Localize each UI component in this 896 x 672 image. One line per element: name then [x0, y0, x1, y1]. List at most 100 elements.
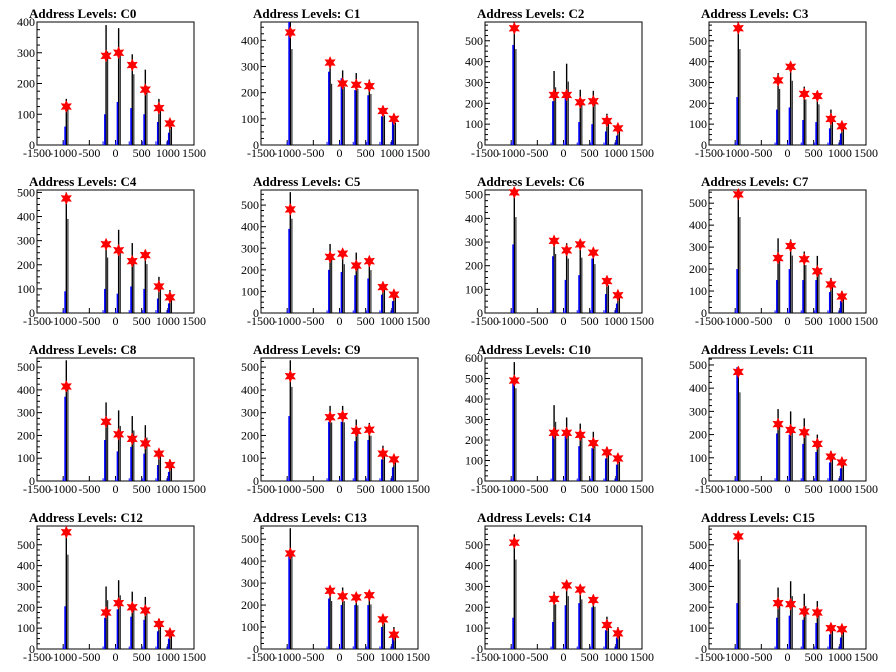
x-tick-label: 0 [785, 650, 791, 664]
x-tick-label: 500 [581, 650, 599, 664]
peak-marker [100, 605, 112, 620]
y-tick-label: 100 [17, 282, 35, 296]
peak-marker [324, 250, 336, 264]
x-tick-label: 1500 [854, 146, 878, 160]
peak-marker [811, 89, 824, 103]
peak-marker [825, 450, 837, 464]
histogram-panel: Address Levels: C20100200300400500-1500-… [465, 6, 654, 160]
y-tick-label: 100 [689, 621, 707, 635]
x-tick-label: 500 [357, 146, 375, 160]
x-tick-label: 1500 [854, 314, 878, 328]
panel-title: Address Levels: C11 [701, 342, 814, 357]
y-tick-label: 300 [465, 579, 483, 593]
panel-title: Address Levels: C5 [253, 174, 361, 189]
peak-marker [336, 409, 349, 423]
peak-marker [388, 112, 400, 126]
y-tick-label: 300 [17, 406, 35, 420]
peak-marker [612, 121, 624, 135]
panel-title: Address Levels: C4 [29, 174, 137, 189]
y-tick-label: 0 [701, 306, 707, 320]
peak-marker [60, 525, 73, 539]
peak-marker [324, 55, 336, 70]
x-tick-label: -500 [302, 650, 324, 664]
x-tick-label: -1500 [471, 146, 499, 160]
peak-marker [363, 254, 376, 268]
x-tick-label: 0 [113, 482, 119, 496]
y-tick-label: 0 [29, 642, 35, 656]
x-tick-label: 500 [133, 650, 151, 664]
x-tick-label: 1000 [604, 482, 628, 496]
peak-marker [836, 119, 848, 133]
x-tick-label: 1000 [380, 314, 404, 328]
x-tick-label: 500 [805, 314, 823, 328]
x-tick-label: 1000 [380, 650, 404, 664]
y-tick-label: 500 [689, 34, 707, 48]
x-tick-label: 1500 [182, 146, 206, 160]
y-tick-label: 300 [17, 46, 35, 60]
peak-marker [284, 546, 297, 561]
peak-marker [732, 529, 745, 544]
y-tick-label: 200 [241, 263, 259, 277]
x-tick-label: -1500 [695, 482, 723, 496]
x-tick-label: 500 [581, 314, 599, 328]
peak-marker [153, 101, 165, 115]
peak-marker [164, 290, 176, 304]
y-tick-label: 0 [253, 474, 259, 488]
panel-title: Address Levels: C14 [477, 510, 591, 525]
y-tick-label: 200 [689, 428, 707, 442]
y-tick-label: 200 [465, 433, 483, 447]
panel-title: Address Levels: C9 [253, 342, 361, 357]
x-tick-label: -1000 [49, 482, 77, 496]
y-tick-label: 0 [29, 306, 35, 320]
y-tick-label: 400 [17, 210, 35, 224]
peak-marker [153, 617, 165, 631]
y-tick-label: 500 [465, 538, 483, 552]
y-tick-label: 400 [241, 33, 259, 47]
x-tick-label: 1500 [630, 314, 654, 328]
x-tick-label: 1500 [182, 314, 206, 328]
panel-title: Address Levels: C12 [29, 510, 143, 525]
x-tick-label: 0 [785, 146, 791, 160]
y-tick-label: 0 [477, 474, 483, 488]
peak-marker [363, 79, 376, 93]
x-tick-label: -1500 [247, 650, 275, 664]
x-tick-label: 0 [337, 146, 343, 160]
x-tick-label: -1000 [721, 650, 749, 664]
x-tick-label: -500 [78, 314, 100, 328]
x-tick-label: -500 [302, 146, 324, 160]
y-tick-label: 200 [241, 428, 259, 442]
x-tick-label: -1000 [497, 650, 525, 664]
x-tick-label: -500 [78, 482, 100, 496]
y-tick-label: 600 [465, 351, 483, 365]
histogram-panel: Address Levels: C40100200300400500-1500-… [17, 174, 206, 328]
peak-marker [112, 243, 125, 257]
panel-title: Address Levels: C7 [701, 174, 809, 189]
peak-marker [548, 592, 560, 606]
x-tick-label: 0 [785, 482, 791, 496]
y-tick-label: 500 [241, 198, 259, 212]
y-tick-label: 100 [17, 107, 35, 121]
histogram-panel: Address Levels: C12 0 100 200 300 400 500 -1500… [17, 510, 206, 664]
y-tick-label: 0 [253, 138, 259, 152]
y-tick-label: 0 [253, 306, 259, 320]
y-tick-label: 300 [241, 406, 259, 420]
x-tick-label: -500 [750, 650, 772, 664]
histogram-panel: Address Levels: C1 0 100 200 300 400 -1500-100… [241, 6, 430, 160]
x-tick-label: 1500 [406, 314, 430, 328]
peak-marker [153, 279, 165, 294]
y-tick-label: 300 [465, 235, 483, 249]
peak-marker [772, 417, 784, 431]
x-tick-label: 1000 [156, 650, 180, 664]
y-tick-label: 500 [465, 188, 483, 202]
x-tick-label: 1000 [828, 650, 852, 664]
y-tick-label: 300 [689, 579, 707, 593]
y-tick-label: 500 [465, 34, 483, 48]
histogram-panel: Address Levels: C30100200300400500-1500-… [689, 6, 878, 160]
x-tick-label: 1000 [156, 482, 180, 496]
peak-marker [587, 436, 600, 450]
x-tick-label: -1000 [273, 650, 301, 664]
peak-marker [601, 274, 613, 288]
x-tick-label: 1500 [630, 650, 654, 664]
peak-marker [811, 437, 824, 451]
peak-marker [126, 432, 138, 446]
